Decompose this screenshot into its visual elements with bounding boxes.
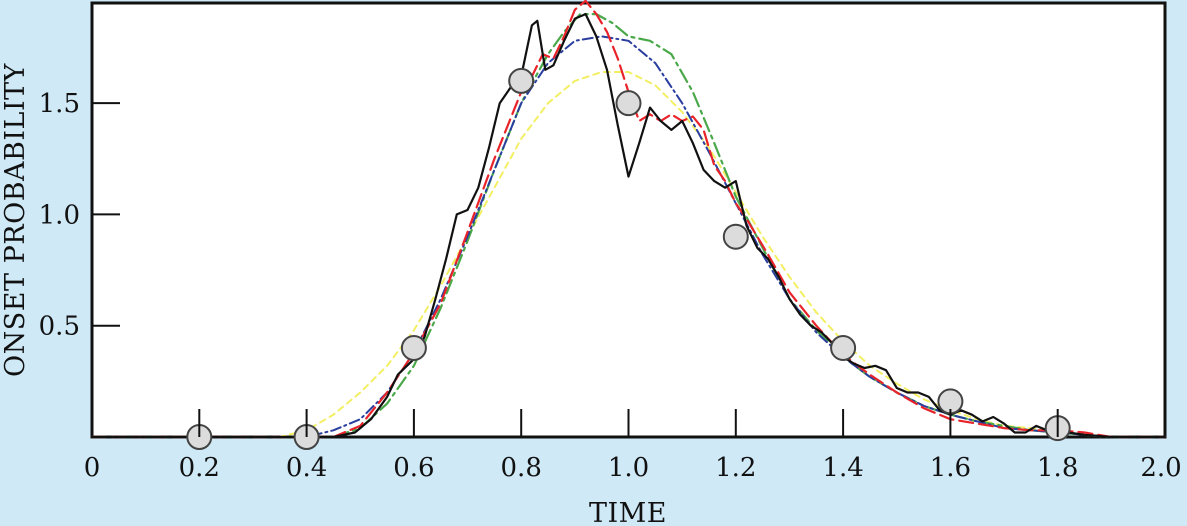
y-tick-label: 1.5	[39, 89, 80, 119]
x-tick-label: 0.8	[501, 453, 542, 483]
data-point-marker	[508, 67, 535, 94]
x-tick-label: 1.6	[930, 453, 971, 483]
marker-layer	[186, 67, 1071, 450]
x-axis-title: TIME	[589, 498, 667, 526]
data-point-marker	[722, 223, 749, 250]
x-tick-label: 1.8	[1037, 453, 1078, 483]
x-tick-label: 0.4	[286, 453, 327, 483]
x-tick-label: 2.0	[1140, 453, 1181, 483]
series-line-0	[90, 13, 1167, 439]
y-axis-ticks: 0.5 1.0 1.5	[39, 89, 120, 342]
series-line-3	[90, 13, 1167, 439]
x-axis-ticks: 0 0.2 0.4 0.6 0.8 1.0 1.2 1.4 1.6 1.8 2.0	[84, 409, 1182, 483]
x-tick-label: 0.2	[179, 453, 220, 483]
y-tick-label: 1.0	[39, 200, 80, 230]
y-axis-title: ONSET PROBABILITY	[0, 62, 31, 377]
data-point-marker	[830, 334, 857, 361]
plot-area	[90, 1, 1167, 439]
x-tick-label: 1.0	[608, 453, 649, 483]
series-line-1	[90, 0, 1167, 439]
y-tick-label: 0.5	[39, 312, 80, 342]
data-point-marker	[615, 90, 642, 117]
x-tick-label: 1.4	[822, 453, 863, 483]
x-tick-label: 1.2	[715, 453, 756, 483]
data-point-marker	[400, 334, 427, 361]
x-tick-label: 0	[84, 453, 101, 483]
x-tick-label: 0.6	[393, 453, 434, 483]
